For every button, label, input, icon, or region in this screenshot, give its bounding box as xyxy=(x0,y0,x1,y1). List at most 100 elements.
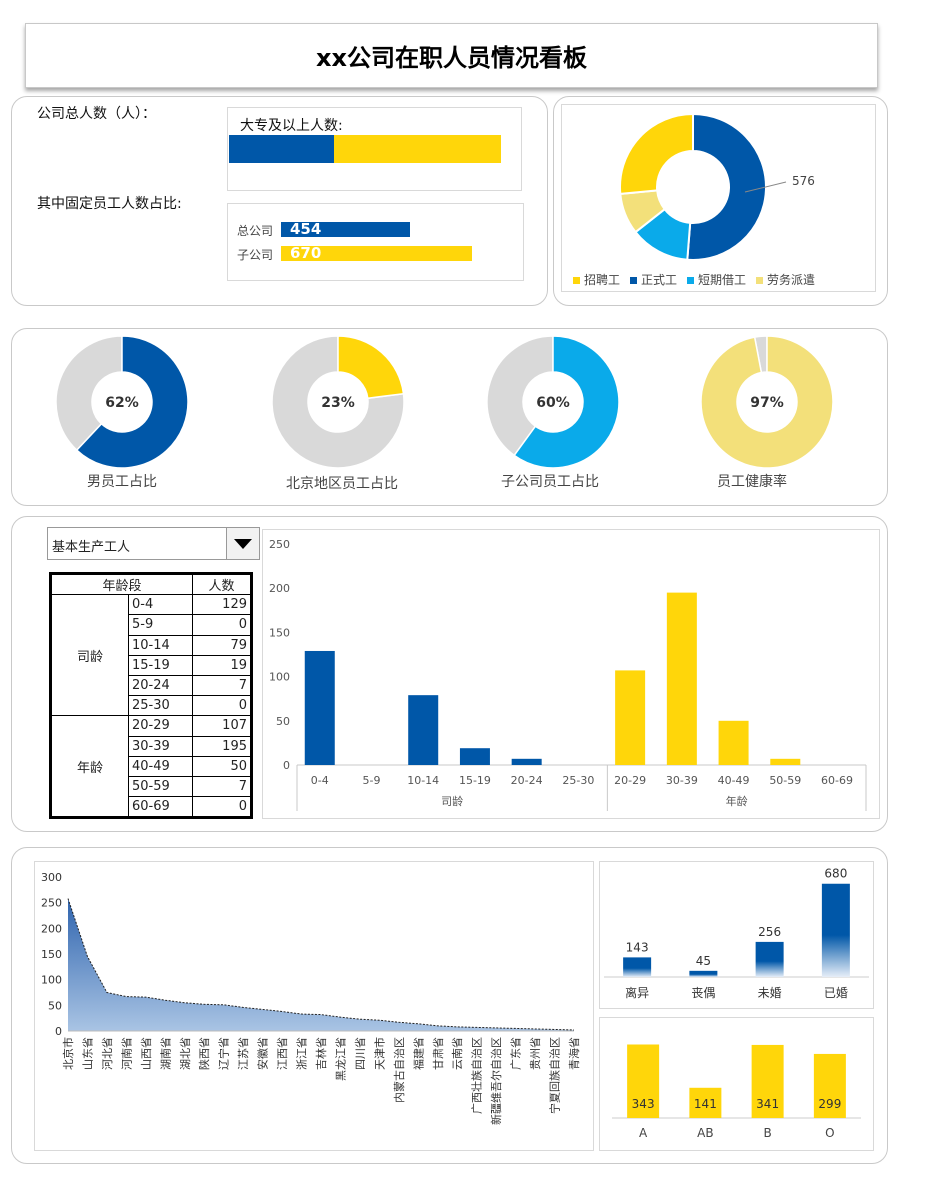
y-tick-label: 200 xyxy=(269,582,290,595)
bar-15-19 xyxy=(459,748,490,765)
bar-丧偶 xyxy=(689,970,718,977)
chevron-down-icon xyxy=(234,539,252,549)
ratio-donut-value xyxy=(75,335,189,469)
x-tick-label: 广西壮族自治区 xyxy=(470,1037,484,1114)
range-cell: 40-49 xyxy=(128,755,193,777)
donut-callout-label: 576 xyxy=(792,174,815,188)
x-tick-label: B xyxy=(764,1126,772,1140)
worker-type-dropdown[interactable]: 基本生产工人 xyxy=(47,527,260,560)
data-label: 680 xyxy=(824,867,847,881)
count-cell: 0 xyxy=(192,796,251,818)
total-count-label: 公司总人数（人）： xyxy=(37,106,156,122)
ratio-donuts: 62% 23% 60% 97% xyxy=(55,335,834,469)
ratio-donut-value xyxy=(337,335,405,400)
ratio-donut-rest xyxy=(55,335,123,452)
count-cell: 195 xyxy=(192,735,251,757)
x-tick-label: 20-29 xyxy=(614,774,646,787)
dropdown-value: 基本生产工人 xyxy=(52,540,131,555)
ratio-label-male: 男员工占比 xyxy=(87,474,157,490)
x-tick-label: 10-14 xyxy=(407,774,439,787)
legend-item-recruit: 招聘工 xyxy=(573,271,620,288)
x-tick-label: 30-39 xyxy=(666,774,698,787)
range-cell: 10-14 xyxy=(128,634,193,656)
employment-donut-chart: 576 xyxy=(619,112,815,261)
count-cell: 7 xyxy=(192,775,251,798)
ratio-donut-center-label: 60% xyxy=(536,395,570,411)
count-cell: 107 xyxy=(192,715,251,737)
donut-slice-招聘工 xyxy=(619,112,694,196)
donut-callout-line xyxy=(744,181,787,193)
x-tick-label: 河南省 xyxy=(120,1037,133,1070)
x-tick-label: 江苏省 xyxy=(237,1037,250,1070)
bar-20-24 xyxy=(511,758,542,765)
x-tick-label: 陕西省 xyxy=(197,1037,211,1070)
x-tick-label: 福建省 xyxy=(411,1037,425,1070)
y-tick-label: 0 xyxy=(283,759,290,772)
age-bar-chart: 0 50 100 150 200 250 0-4 5-9 10-14 15-19 20-24 25-3… xyxy=(269,538,867,811)
group-label: 年龄 xyxy=(726,794,748,808)
range-cell: 50-59 xyxy=(128,775,193,798)
y-tick-label: 100 xyxy=(269,671,290,684)
data-label: 45 xyxy=(696,954,711,968)
marital-bar-chart: 143 离异 45 丧偶 256 未婚 680 已婚 xyxy=(604,867,869,1000)
range-cell: 0-4 xyxy=(128,594,193,616)
x-tick-label: 宁夏回族自治区 xyxy=(548,1037,562,1114)
y-tick-label: 200 xyxy=(41,922,62,935)
range-cell: 25-30 xyxy=(128,695,193,717)
ratio-donut: 60% xyxy=(486,335,620,469)
ratio-label-subsidiary: 子公司员工占比 xyxy=(501,474,599,490)
range-cell: 60-69 xyxy=(128,796,193,818)
range-cell: 20-24 xyxy=(128,674,193,697)
data-label: 256 xyxy=(758,925,781,939)
range-cell: 15-19 xyxy=(128,654,193,676)
x-tick-label: 湖北省 xyxy=(179,1037,192,1070)
education-bar-blue xyxy=(229,135,334,163)
x-tick-label: AB xyxy=(697,1126,713,1140)
x-tick-label: 天津市 xyxy=(372,1037,386,1070)
bar-50-59 xyxy=(770,758,801,765)
branch-value-hq: 454 xyxy=(290,220,322,238)
branch-panel xyxy=(227,203,524,281)
x-tick-label: 安徽省 xyxy=(256,1037,270,1070)
y-tick-label: 250 xyxy=(41,897,62,910)
x-tick-label: 四川省 xyxy=(354,1037,367,1070)
ratio-donut-value xyxy=(700,335,834,469)
legend-label: 短期借工 xyxy=(698,273,747,287)
x-tick-label: 0-4 xyxy=(311,774,329,787)
ratio-donut: 62% xyxy=(55,335,189,469)
data-label: 341 xyxy=(756,1097,779,1111)
count-cell: 0 xyxy=(192,614,251,636)
bar-未婚 xyxy=(755,941,784,977)
x-tick-label: 山东省 xyxy=(81,1037,94,1070)
legend-label: 正式工 xyxy=(641,273,678,287)
x-tick-label: 吉林省 xyxy=(314,1037,328,1070)
bar-已婚 xyxy=(821,883,850,977)
fixed-ratio-label: 其中固定员工人数占比: xyxy=(37,196,182,212)
x-tick-label: 20-24 xyxy=(511,774,543,787)
legend-swatch-blue xyxy=(630,277,638,284)
legend-label: 劳务派遣 xyxy=(767,273,816,287)
group-label: 司龄 xyxy=(441,794,463,808)
dropdown-button[interactable] xyxy=(226,528,259,559)
age-table-wrapper: 年龄段 人数 司龄 0-4 129 5-9 0 10-14 79 15-19 19 20-… xyxy=(49,572,253,820)
count-cell: 129 xyxy=(192,594,251,616)
data-label: 343 xyxy=(632,1097,655,1111)
y-tick-label: 50 xyxy=(276,715,290,728)
ratio-donut-rest xyxy=(271,335,405,469)
count-cell: 50 xyxy=(192,755,251,777)
x-tick-label: 离异 xyxy=(625,985,649,1000)
x-tick-label: 山西省 xyxy=(140,1037,153,1070)
blood-type-bar-chart: 343 A 141 AB 341 B 299 O xyxy=(612,1044,861,1140)
x-tick-label: 甘肃省 xyxy=(432,1037,445,1070)
x-tick-label: 云南省 xyxy=(451,1037,464,1070)
education-bar-yellow xyxy=(334,135,501,163)
range-cell: 30-39 xyxy=(128,735,193,757)
legend-swatch-cyan xyxy=(687,277,695,284)
branch-label-sub: 子公司 xyxy=(237,248,274,262)
range-cell: 5-9 xyxy=(128,614,193,636)
y-tick-label: 50 xyxy=(48,999,62,1012)
y-tick-label: 300 xyxy=(41,871,62,884)
x-tick-label: 15-19 xyxy=(459,774,491,787)
x-tick-label: 贵州省 xyxy=(529,1037,542,1070)
x-tick-label: 广东省 xyxy=(510,1037,523,1070)
